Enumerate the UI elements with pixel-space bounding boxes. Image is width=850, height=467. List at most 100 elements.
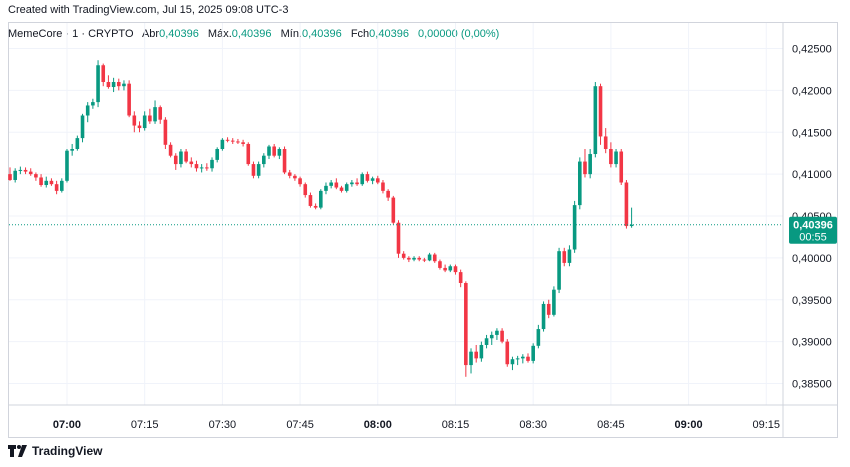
candle (282, 146, 287, 175)
candle (39, 174, 43, 187)
candle-body (448, 266, 453, 271)
candle-body (350, 182, 354, 185)
candle-body (505, 341, 510, 365)
candle (370, 176, 375, 185)
candle-body (355, 182, 359, 185)
candle (189, 157, 194, 168)
candle (381, 179, 385, 194)
candle (541, 301, 546, 332)
candle (210, 157, 214, 172)
candle (557, 247, 561, 294)
candle-body (407, 257, 411, 260)
candle (624, 179, 629, 229)
candle (246, 142, 251, 166)
candle (96, 60, 100, 108)
candle (572, 200, 577, 253)
candle (417, 256, 422, 262)
candle-body (474, 351, 478, 359)
candle-body (49, 180, 54, 185)
candle (500, 328, 504, 344)
candle-body (531, 345, 535, 361)
candle-body (609, 149, 613, 165)
candle (49, 178, 54, 186)
candle-body (210, 159, 214, 169)
candle-body (546, 303, 551, 315)
candle-body (13, 170, 17, 180)
candle (407, 256, 411, 263)
candle-body (572, 205, 577, 250)
candle-body (241, 142, 245, 144)
candle (8, 167, 12, 181)
candle-body (583, 161, 587, 175)
candle-body (246, 143, 251, 165)
candle (603, 128, 608, 154)
candle-body (386, 190, 390, 198)
candle-body (251, 164, 256, 176)
candle-body (308, 195, 313, 206)
candle-body (179, 151, 183, 165)
candle-body (401, 253, 406, 258)
y-tick-label: 0,39500 (792, 295, 832, 307)
candle-body (106, 82, 111, 88)
x-tick-label: 08:30 (519, 419, 547, 431)
candle (350, 179, 354, 187)
candle-body (324, 185, 328, 191)
candle-body (526, 356, 530, 361)
candle (443, 264, 447, 273)
candle (34, 172, 38, 181)
candle (303, 182, 308, 198)
y-tick-label: 0,42000 (792, 85, 832, 97)
candle-body (510, 359, 515, 365)
candle-body (8, 174, 12, 180)
candle (339, 185, 344, 193)
candle (375, 175, 380, 185)
candle (153, 100, 157, 124)
candle-body (562, 251, 567, 263)
candle-body (313, 205, 318, 208)
created-caption: Created with TradingView.com, Jul 15, 20… (8, 4, 289, 16)
candle (448, 264, 453, 273)
candle (199, 164, 204, 173)
y-axis: 0,425000,420000,415000,410000,405000,400… (9, 23, 837, 437)
candle (505, 339, 510, 367)
candle-body (391, 197, 396, 223)
candle (184, 149, 188, 164)
candle (386, 189, 390, 201)
candle-body (148, 115, 152, 122)
candle-body (220, 139, 225, 149)
candle-body (603, 136, 608, 149)
y-tick-label: 0,40000 (792, 253, 832, 265)
candle-body (464, 283, 468, 366)
candle-body (65, 150, 69, 181)
candle (60, 178, 64, 193)
low-label: Mín. (280, 28, 302, 40)
candle-body (334, 182, 339, 188)
candle (65, 149, 69, 183)
candle-body (256, 164, 261, 176)
candle (324, 182, 328, 195)
candle (495, 328, 499, 340)
candle-body (432, 254, 437, 262)
candle-body (205, 167, 209, 169)
candle (521, 354, 525, 364)
x-tick-label: 08:00 (364, 419, 392, 431)
candle (272, 143, 276, 158)
candle-body (18, 169, 23, 171)
candle (13, 168, 17, 183)
candle (137, 121, 142, 133)
price-tag-value: 0,40396 (793, 220, 833, 232)
candle (546, 299, 551, 319)
candle-body (593, 86, 598, 155)
candle-body (375, 178, 380, 183)
candle (588, 149, 592, 179)
candle-body (163, 119, 168, 145)
candle (391, 195, 396, 225)
candle (256, 161, 261, 179)
x-tick-label: 07:15 (131, 419, 159, 431)
candle (536, 324, 541, 349)
candle (85, 102, 90, 123)
tradingview-logo[interactable]: TradingView (8, 444, 102, 458)
candle-body (116, 82, 121, 87)
candle-body (137, 125, 142, 129)
